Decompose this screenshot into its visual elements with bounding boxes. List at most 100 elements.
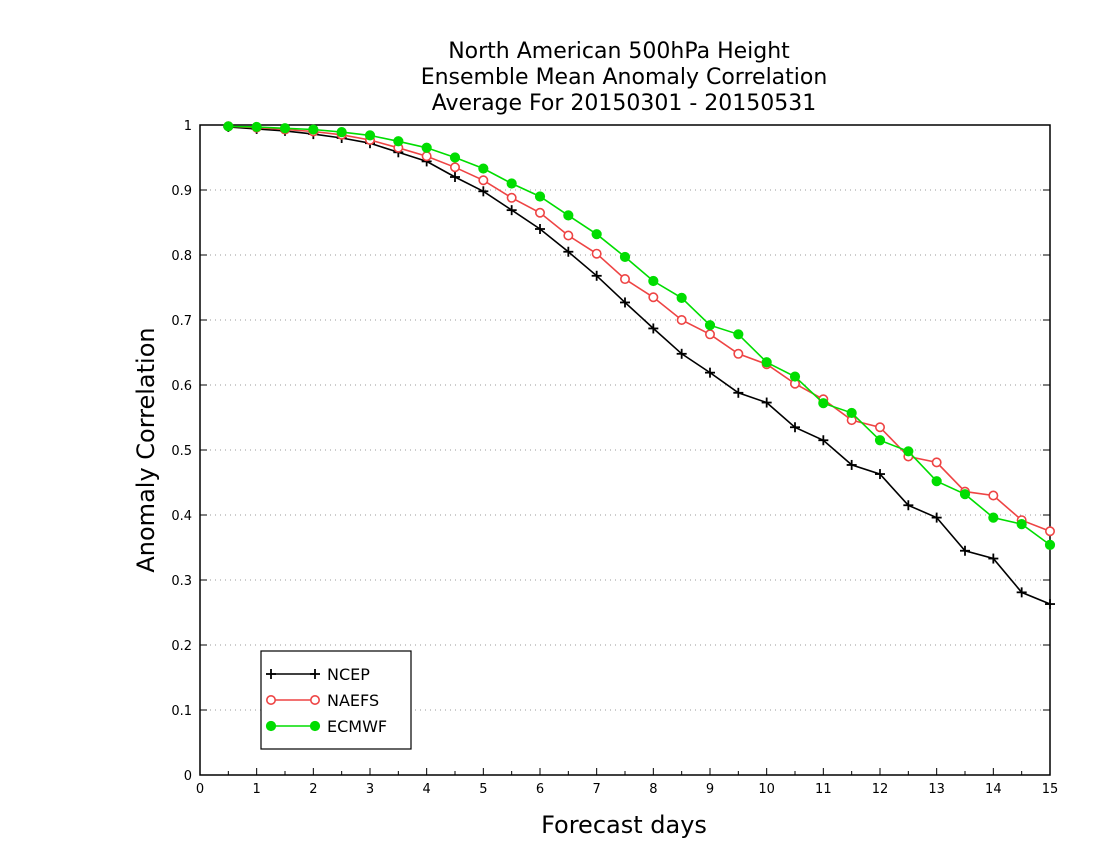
data-point-ncep: [1016, 587, 1027, 598]
data-point-ncep: [1045, 599, 1055, 610]
y-tick-label: 0.2: [171, 639, 192, 654]
data-point-naefs: [931, 457, 942, 468]
chart-title-line-2: Ensemble Mean Anomaly Correlation: [421, 65, 828, 90]
data-point-ncep: [931, 512, 942, 523]
data-point-naefs: [534, 207, 545, 218]
series-ncep: [223, 121, 1055, 610]
data-point-naefs: [591, 248, 602, 259]
data-point-ncep: [620, 297, 630, 308]
x-tick-label: 5: [479, 782, 487, 797]
data-point-naefs: [733, 348, 744, 359]
chart-title-line-1: North American 500hPa Height: [448, 39, 790, 64]
legend-marker-ncep: [266, 669, 276, 679]
data-point-naefs: [619, 274, 630, 285]
x-tick-label: 8: [649, 782, 657, 797]
data-point-ncep: [960, 545, 970, 556]
x-tick-label: 13: [928, 782, 945, 797]
y-tick-label: 0.3: [171, 574, 192, 589]
data-point-ecmwf: [534, 191, 546, 202]
x-tick-label: 15: [1042, 782, 1059, 797]
data-point-ncep: [875, 469, 885, 480]
data-point-naefs: [421, 151, 432, 162]
legend-label-naefs: NAEFS: [327, 691, 379, 710]
data-point-ncep: [478, 186, 489, 197]
x-tick-label: 11: [815, 782, 832, 797]
y-axis-label: Anomaly Correlation: [132, 327, 160, 572]
data-point-ncep: [733, 387, 744, 398]
data-point-ncep: [676, 348, 687, 359]
data-point-ecmwf: [1016, 519, 1027, 530]
data-point-ecmwf: [789, 371, 801, 382]
legend-label-ecmwf: ECMWF: [327, 717, 387, 736]
x-tick-label: 2: [309, 782, 317, 797]
axis-ticks: 00.10.20.30.40.50.60.70.80.910 1 2 3 4 5 6 7 8 9 1…: [171, 119, 1058, 797]
data-point-ecmwf: [563, 210, 574, 221]
data-point-ecmwf: [704, 320, 716, 331]
data-point-ncep: [790, 422, 800, 433]
data-point-ecmwf: [421, 142, 432, 153]
data-point-ecmwf: [364, 130, 376, 141]
data-point-ncep: [450, 172, 460, 182]
data-point-ecmwf: [619, 251, 631, 263]
data-point-ncep: [903, 500, 914, 511]
y-tick-label: 0.9: [171, 184, 192, 199]
series-ecmwf: [223, 121, 1056, 551]
data-point-ecmwf: [931, 476, 942, 487]
data-point-ncep: [506, 205, 517, 216]
data-point-naefs: [648, 292, 659, 303]
x-axis-label: Forecast days: [541, 811, 707, 839]
legend-marker-naefs: [265, 694, 276, 705]
legend: NCEP NAEFS ECMWF: [260, 650, 412, 750]
data-point-ncep: [563, 246, 574, 257]
x-tick-label: 12: [872, 782, 889, 797]
legend-label-ncep: NCEP: [327, 665, 370, 684]
data-point-ncep: [591, 270, 602, 281]
data-point-naefs: [676, 314, 687, 325]
data-point-ecmwf: [506, 178, 517, 189]
plot-frame: [199, 124, 1051, 776]
data-point-naefs: [449, 162, 460, 173]
data-point-ecmwf: [903, 446, 914, 457]
x-tick-label: 7: [593, 782, 601, 797]
data-point-ecmwf: [1044, 539, 1056, 551]
data-point-ecmwf: [648, 275, 659, 287]
data-point-ncep: [648, 323, 659, 334]
chart-title-line-3: Average For 20150301 - 20150531: [432, 91, 817, 116]
x-tick-label: 9: [706, 782, 714, 797]
data-point-ecmwf: [251, 121, 262, 133]
x-tick-label: 6: [536, 782, 544, 797]
data-point-ncep: [705, 367, 715, 378]
y-tick-label: 0.5: [171, 444, 192, 459]
y-tick-label: 0.7: [171, 314, 192, 329]
data-point-ncep: [761, 397, 772, 408]
data-point-ecmwf: [733, 329, 744, 340]
data-point-ncep: [535, 224, 545, 234]
data-point-naefs: [506, 192, 517, 203]
data-point-ecmwf: [336, 127, 347, 138]
x-tick-label: 0: [196, 782, 204, 797]
x-tick-label: 1: [253, 782, 261, 797]
x-tick-label: 14: [985, 782, 1002, 797]
data-point-ecmwf: [988, 512, 999, 523]
data-point-ecmwf: [818, 398, 829, 409]
data-point-ecmwf: [308, 124, 319, 135]
data-point-naefs: [478, 175, 489, 186]
data-point-ncep: [988, 553, 999, 564]
y-tick-label: 0: [184, 769, 192, 784]
data-point-naefs: [988, 490, 999, 501]
data-point-naefs: [874, 422, 885, 433]
data-point-ecmwf: [478, 163, 489, 174]
y-tick-label: 1: [184, 119, 192, 134]
data-point-ecmwf: [393, 136, 404, 147]
y-tick-label: 0.6: [171, 379, 192, 394]
data-point-naefs: [704, 329, 715, 340]
legend-marker-ncep: [310, 669, 320, 679]
data-point-ecmwf: [761, 357, 772, 368]
legend-marker-ecmwf: [265, 720, 277, 732]
y-tick-label: 0.1: [171, 704, 192, 719]
data-point-ecmwf: [959, 489, 971, 500]
y-tick-label: 0.4: [171, 509, 192, 524]
grid-lines: [200, 189, 1050, 711]
data-point-ecmwf: [874, 435, 886, 446]
y-tick-label: 0.8: [171, 249, 192, 264]
